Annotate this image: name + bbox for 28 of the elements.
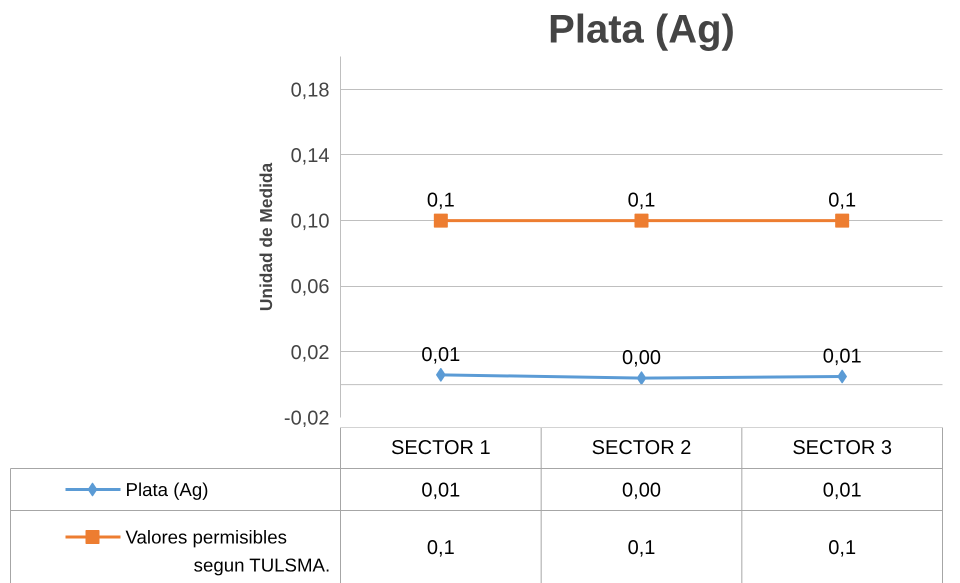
text: 0,01: [421, 344, 460, 366]
text: 0,1: [628, 190, 656, 212]
legend-label: Plata (Ag): [126, 479, 208, 500]
data-label: 0,1: [828, 537, 856, 559]
y-tick-label: -0,02: [284, 408, 330, 430]
data-label: 0,01: [822, 480, 862, 502]
text: 0,00: [622, 347, 661, 370]
y-tick-label: 0,14: [290, 144, 330, 167]
y-tick-label: 0,06: [290, 276, 330, 298]
text: 0,01: [822, 345, 862, 368]
data-label: 0,01: [421, 480, 460, 502]
y-tick-label: 0,02: [290, 342, 330, 364]
y-tick-label: 0,10: [290, 210, 330, 233]
chart-title: Plata (Ag): [548, 8, 735, 52]
x-tick-label: SECTOR 2: [592, 437, 692, 459]
point: [634, 214, 648, 228]
text: 0,1: [426, 190, 455, 212]
point: [835, 214, 850, 228]
legend-label: Valores permisibles segun TULSMA.: [126, 526, 330, 576]
x-tick-label: SECTOR 3: [792, 437, 892, 459]
point: [434, 214, 448, 228]
data-label: 0,1: [426, 537, 455, 559]
y-tick-label: 0,18: [290, 79, 330, 102]
x-tick-label: SECTOR 1: [391, 437, 491, 459]
data-label: 0,1: [628, 537, 656, 559]
data-label: 0,00: [622, 480, 661, 502]
text: 0,1: [828, 190, 856, 212]
y-axis-title: Unidad de Medida: [256, 162, 276, 312]
